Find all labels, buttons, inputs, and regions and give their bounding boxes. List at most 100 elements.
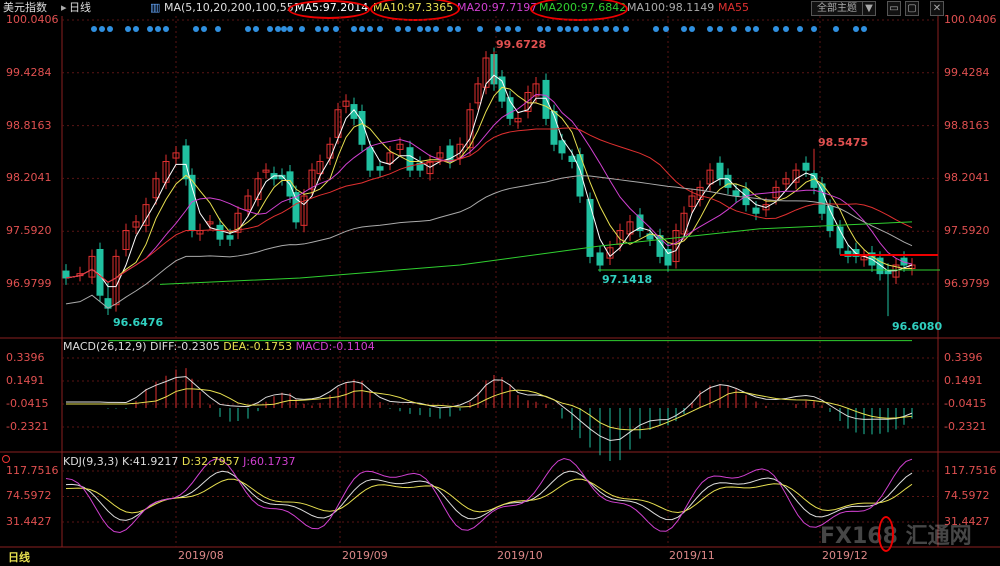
candle-body [254, 178, 262, 200]
annotation-ring-ma200 [530, 0, 628, 21]
symbol-label[interactable]: 美元指数 [3, 1, 47, 14]
candle-body [62, 270, 70, 279]
grid-lines [62, 16, 938, 547]
event-dot [853, 26, 859, 32]
event-dot [477, 26, 483, 32]
candle-body [342, 100, 350, 107]
candle-body [262, 169, 270, 173]
kdj-k: K:41.9217 [122, 455, 179, 468]
event-dot [681, 26, 687, 32]
candle-body [802, 162, 810, 171]
event-dot [505, 26, 511, 32]
price-tick-left: 97.5920 [6, 224, 52, 238]
price-tick-left: 98.8163 [6, 118, 52, 132]
candle-body [514, 117, 522, 123]
macd-tick: -0.2321 [6, 420, 49, 433]
event-dot [133, 26, 139, 32]
event-dot [623, 26, 629, 32]
event-dot [417, 26, 423, 32]
window-icon[interactable]: ▢ [905, 1, 919, 16]
event-dot [707, 26, 713, 32]
event-dot [455, 26, 461, 32]
event-dot [267, 26, 273, 32]
label-high: 99.6728 [496, 38, 546, 51]
event-dot [125, 26, 131, 32]
label-mid-high: 98.5475 [818, 136, 868, 149]
macd-dea-line [66, 388, 913, 431]
macd-diff-line [66, 376, 913, 441]
period-arrow: ▸ [61, 1, 67, 14]
candle-body [782, 178, 790, 185]
event-dot [99, 26, 105, 32]
date-label-nov: 2019/11 [669, 549, 715, 562]
candle-body [416, 162, 424, 171]
candle-body [426, 161, 434, 175]
event-dot [613, 26, 619, 32]
event-dot [359, 26, 365, 32]
event-dot [557, 26, 563, 32]
event-dot [193, 26, 199, 32]
period-tab[interactable]: 日线 [8, 551, 30, 564]
candle-body [358, 110, 366, 145]
candle-body [752, 207, 760, 214]
event-dot [245, 26, 251, 32]
kdj-tick: 117.7516 [6, 464, 59, 477]
ma-params[interactable]: MA(5,10,20,200,100,55) [164, 1, 299, 14]
candle-body [732, 190, 740, 197]
event-dot [583, 26, 589, 32]
event-dot [163, 26, 169, 32]
price-tick-right: 98.2041 [944, 171, 990, 185]
kdj-tick: 31.4427 [6, 515, 52, 528]
event-dot [323, 26, 329, 32]
candle-body [244, 195, 252, 211]
label-low-left: 96.6476 [113, 316, 163, 329]
candle-body [182, 145, 190, 180]
price-annotations: 99.6728 98.5475 97.1418 96.6476 96.6080 [108, 38, 942, 342]
macd-diff: DIFF:-0.2305 [150, 340, 220, 353]
event-dot [565, 26, 571, 32]
candle-body [506, 97, 514, 119]
kdj-d: D:32.7957 [181, 455, 240, 468]
settings-icon[interactable]: ▥ [150, 1, 161, 14]
candle-body [152, 178, 160, 199]
candle-body [762, 204, 770, 211]
ruler-icon[interactable]: ▭ [887, 1, 901, 16]
candle-body [636, 214, 644, 232]
event-dot [773, 26, 779, 32]
macd-tick: 0.3396 [6, 351, 45, 364]
candle-body [900, 257, 908, 266]
candle-body [818, 183, 826, 214]
candle-body [122, 230, 130, 250]
candle-body [316, 161, 324, 175]
candle-body [474, 83, 482, 104]
candle-body [96, 248, 104, 296]
candle-body [406, 147, 414, 171]
event-dot [433, 26, 439, 32]
candle-body [836, 226, 844, 249]
event-dot [833, 26, 839, 32]
price-tick-left: 96.9799 [6, 277, 52, 290]
event-dot [753, 26, 759, 32]
event-dot [811, 26, 817, 32]
candle-body [172, 152, 180, 159]
event-dot [731, 26, 737, 32]
ma55-line [65, 127, 913, 283]
candle-body [680, 212, 688, 235]
kdj-d-line [65, 478, 913, 514]
period-label[interactable]: 日线 [69, 1, 91, 14]
event-dot [663, 26, 669, 32]
event-dot [377, 26, 383, 32]
event-dot [155, 26, 161, 32]
kdj-j: J:60.1737 [243, 455, 296, 468]
close-icon[interactable]: ✕ [930, 1, 944, 16]
kdj-panel [65, 457, 913, 533]
chevron-down-icon[interactable]: ▼ [862, 1, 876, 16]
candle-body [482, 57, 490, 88]
watermark-logo: FX168 汇通网 [820, 524, 972, 549]
candle-body [366, 147, 374, 171]
event-dot [425, 26, 431, 32]
event-dot [653, 26, 659, 32]
ma55-value: MA55 [718, 1, 750, 14]
ma20-value: MA20:97.7197 [457, 1, 538, 14]
